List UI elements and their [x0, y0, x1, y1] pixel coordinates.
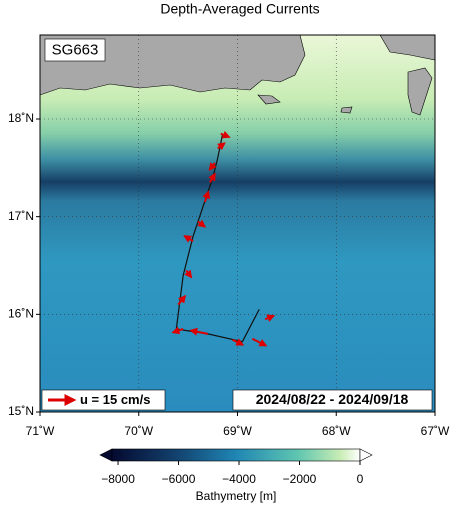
title: Depth-Averaged Currents [160, 1, 319, 17]
current-arrow [183, 235, 194, 243]
current-arrow [184, 269, 193, 279]
current-arrow [197, 219, 207, 228]
coastline [39, 34, 306, 96]
y-tick-label: 18˚N [8, 111, 34, 125]
current-arrow [177, 294, 187, 306]
colorbar-extend [99, 448, 113, 462]
current-arrow [171, 326, 184, 335]
x-tick-label: 67˚W [421, 424, 450, 438]
date-range: 2024/08/22 - 2024/09/18 [256, 391, 409, 407]
current-arrow [208, 172, 216, 183]
current-arrow [202, 190, 211, 203]
x-tick-label: 68˚W [322, 424, 351, 438]
glider-label: SG663 [52, 41, 99, 58]
x-tick-label: 70˚W [124, 424, 153, 438]
colorbar-label: Bathymetry [m] [196, 489, 277, 503]
current-arrow [264, 314, 276, 322]
label-box [44, 38, 106, 62]
current-arrow [217, 142, 226, 151]
y-tick-label: 16˚N [8, 307, 34, 321]
island [257, 94, 281, 105]
colorbar-tick-label: −4000 [222, 472, 256, 486]
colorbar [111, 448, 361, 462]
current-arrow [251, 337, 268, 347]
colorbar-tick-label: −6000 [162, 472, 196, 486]
colorbar-tick-label: −8000 [101, 472, 135, 486]
colorbar-tick-label: 0 [357, 472, 364, 486]
current-arrow [189, 327, 209, 336]
colorbar-tick-label: −2000 [283, 472, 317, 486]
legend-label: u = 15 cm/s [80, 392, 150, 407]
x-tick-label: 71˚W [26, 424, 55, 438]
island [407, 67, 433, 116]
current-arrow [208, 162, 217, 172]
current-arrow [220, 130, 231, 139]
colorbar-extend [359, 448, 373, 462]
y-tick-label: 17˚N [8, 209, 34, 223]
y-tick-label: 15˚N [8, 404, 34, 418]
x-tick-label: 69˚W [223, 424, 252, 438]
date-box [232, 389, 433, 411]
current-arrow [232, 338, 245, 346]
island [340, 106, 353, 114]
